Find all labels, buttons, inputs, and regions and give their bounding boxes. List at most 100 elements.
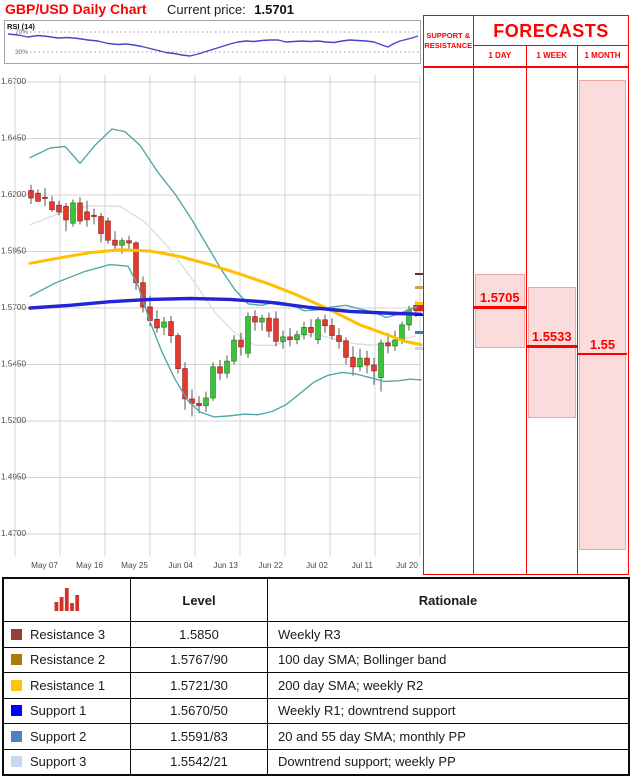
candle <box>343 340 349 358</box>
candle <box>287 336 293 340</box>
forecast-value: 1.55 <box>589 336 616 352</box>
sma-55-line <box>29 205 416 346</box>
rsi-line <box>7 33 419 57</box>
candle <box>294 334 300 341</box>
x-axis-tick: Jun 04 <box>168 561 193 570</box>
candle <box>63 205 69 221</box>
rsi-level-label: 30% <box>15 49 28 56</box>
sr-header-line1: SUPPORT & <box>426 31 471 40</box>
candle <box>35 192 41 202</box>
y-axis-tick: 1.5950 <box>1 247 26 256</box>
forecast-range-band <box>475 273 525 348</box>
y-axis-tick: 1.6700 <box>1 77 26 86</box>
rationale-column-header: Rationale <box>267 579 628 621</box>
candle <box>91 214 97 217</box>
candle <box>70 202 76 224</box>
candle <box>329 325 335 336</box>
forecasts-title: FORECASTS <box>474 16 628 46</box>
rsi-panel <box>4 20 421 64</box>
y-axis-tick: 1.4700 <box>1 529 26 538</box>
candle <box>392 339 398 347</box>
x-axis-tick: May 07 <box>31 561 58 570</box>
candle <box>49 201 55 211</box>
candle <box>252 316 258 323</box>
table-row-name: Support 3 <box>4 748 130 775</box>
y-axis-tick: 1.6200 <box>1 190 26 199</box>
candle <box>385 342 391 347</box>
forecast-level-line <box>474 306 526 309</box>
sr-header-line2: RESISTANCE <box>424 41 473 50</box>
candle <box>119 240 125 246</box>
table-row-level: 1.5591/83 <box>130 723 267 749</box>
table-row-rationale: Downtrend support; weekly PP <box>267 748 628 774</box>
level-color-swatch <box>11 705 22 717</box>
table-row-level: 1.5542/21 <box>130 748 267 774</box>
candle <box>406 309 412 326</box>
candle <box>42 196 48 199</box>
candle <box>196 403 202 407</box>
forecast-level-line <box>578 352 627 356</box>
y-axis-tick: 1.5450 <box>1 360 26 369</box>
table-row-name: Support 2 <box>4 723 130 749</box>
rsi-label: RSI (14) <box>7 22 35 31</box>
candle <box>280 336 286 342</box>
forecast-column-1day: 1 DAY <box>488 51 512 60</box>
current-price-value: 1.5701 <box>254 2 295 17</box>
candle <box>399 324 405 341</box>
candle <box>161 321 167 328</box>
x-axis-tick: May 16 <box>76 561 103 570</box>
candle <box>105 220 111 241</box>
candle <box>168 321 174 336</box>
candle <box>84 211 90 221</box>
candle <box>266 317 272 332</box>
candle <box>364 357 370 366</box>
y-axis-tick: 1.4950 <box>1 473 26 482</box>
column-divider <box>525 44 527 574</box>
rsi-chart: RSI (14)70% 30% <box>7 22 419 57</box>
candle <box>259 317 265 323</box>
x-axis-tick: Jun 13 <box>213 561 238 570</box>
candle <box>56 204 62 213</box>
candle <box>28 190 34 199</box>
level-column-header: Level <box>130 579 267 621</box>
candle <box>175 335 181 369</box>
table-row-rationale: Weekly R3 <box>267 621 628 647</box>
candle <box>238 339 244 348</box>
table-row-level: 1.5767/90 <box>130 646 267 672</box>
candle <box>189 398 195 404</box>
level-color-swatch <box>11 756 22 768</box>
table-row-level: 1.5850 <box>130 621 267 647</box>
x-axis-tick: Jul 11 <box>352 561 374 570</box>
table-row-name: Resistance 2 <box>4 646 130 673</box>
bollinger-lower-line <box>29 263 422 418</box>
candle <box>203 397 209 406</box>
candle <box>112 239 118 246</box>
forecast-range-band <box>579 80 626 550</box>
level-color-swatch <box>11 730 22 742</box>
forecast-range-band <box>528 287 576 418</box>
chart-header: GBP/USD Daily Chart Current price: 1.570… <box>5 1 294 19</box>
level-name: Resistance 2 <box>30 652 106 668</box>
table-row-rationale: 20 and 55 day SMA; monthly PP <box>267 723 628 749</box>
table-row-rationale: Weekly R1; downtrend support <box>267 697 628 723</box>
candle <box>315 319 321 341</box>
page-title: GBP/USD Daily Chart <box>5 1 147 17</box>
table-row-rationale: 200 day SMA; weekly R2 <box>267 672 628 698</box>
level-color-swatch <box>11 628 22 640</box>
x-axis-tick: Jul 20 <box>396 561 418 570</box>
current-price-label: Current price: <box>167 2 246 17</box>
candle <box>182 368 188 400</box>
table-row-name: Support 1 <box>4 697 130 724</box>
y-axis-tick: 1.5700 <box>1 303 26 312</box>
candle <box>371 364 377 372</box>
candle <box>301 327 307 335</box>
x-axis-tick: Jun 22 <box>258 561 283 570</box>
forecast-level-line <box>527 345 577 348</box>
candle <box>336 335 342 342</box>
x-axis-tick: Jul 02 <box>306 561 328 570</box>
table-row-name: Resistance 1 <box>4 672 130 698</box>
candle <box>98 216 104 234</box>
table-row-name: Resistance 3 <box>4 621 130 647</box>
